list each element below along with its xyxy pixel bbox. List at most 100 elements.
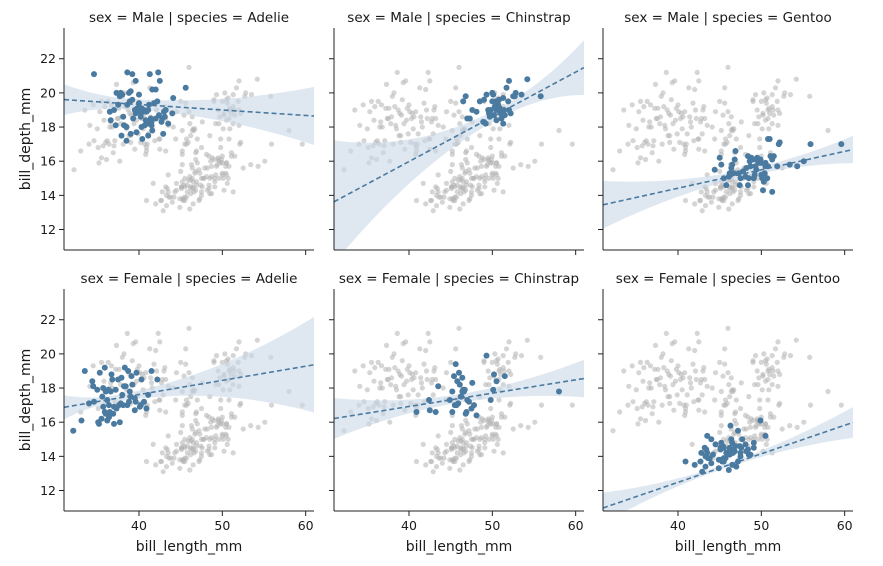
background-point (488, 156, 495, 163)
background-point (418, 114, 424, 120)
background-point (419, 385, 425, 391)
highlight-point (78, 417, 85, 424)
highlight-point (143, 405, 150, 412)
background-point (409, 371, 415, 377)
background-point (538, 141, 545, 147)
background-point (368, 359, 375, 365)
background-point (171, 455, 177, 461)
background-point (153, 368, 160, 374)
background-point (738, 119, 744, 125)
background-point (702, 115, 708, 122)
background-point (443, 180, 450, 186)
highlight-point (449, 409, 456, 415)
background-point (160, 208, 166, 214)
highlight-point (132, 77, 139, 84)
panel-title: sex = Male | species = Adelie (89, 10, 289, 26)
background-point (650, 404, 656, 410)
background-point (691, 138, 697, 144)
background-point (692, 347, 698, 354)
background-point (453, 455, 460, 461)
background-point (218, 156, 225, 163)
background-point (770, 368, 776, 374)
background-point (501, 368, 507, 374)
background-point (209, 416, 215, 422)
highlight-point (109, 376, 116, 383)
background-point (482, 175, 488, 181)
background-point (357, 122, 363, 128)
plot-area (64, 64, 314, 214)
background-point (447, 465, 453, 471)
background-point (690, 361, 696, 367)
highlight-point (91, 71, 97, 78)
background-point (430, 392, 436, 398)
y-tick-label: 16 (40, 415, 56, 430)
background-point (403, 78, 409, 84)
background-point (182, 445, 188, 451)
facet-panel-1: sex = Male | species = Chinstrap (329, 10, 584, 255)
background-point (767, 411, 774, 417)
background-point (108, 363, 115, 369)
highlight-point (118, 374, 125, 381)
background-point (185, 177, 191, 183)
background-point (757, 405, 763, 412)
highlight-point (129, 381, 136, 388)
background-point (699, 208, 705, 214)
background-point (442, 450, 448, 456)
panel-title: sex = Male | species = Chinstrap (347, 10, 570, 26)
background-point (747, 424, 754, 430)
background-point (772, 346, 779, 352)
highlight-point (769, 188, 776, 195)
background-point (157, 136, 163, 142)
panel-title: sex = Female | species = Adelie (81, 271, 298, 287)
background-point (449, 440, 455, 446)
background-point (379, 385, 385, 391)
highlight-point (537, 93, 544, 100)
background-point (194, 160, 200, 166)
background-point (687, 375, 693, 381)
background-point (233, 85, 240, 91)
background-point (179, 162, 185, 168)
background-point (208, 424, 215, 430)
background-point (777, 110, 783, 116)
background-point (394, 69, 400, 75)
background-point (825, 127, 831, 134)
background-point (423, 86, 429, 93)
background-point (737, 144, 744, 151)
background-point (401, 121, 407, 127)
background-point (657, 375, 664, 381)
background-point (453, 346, 459, 352)
background-point (667, 394, 673, 400)
background-point (388, 114, 395, 120)
background-point (696, 407, 702, 413)
background-point (449, 179, 455, 185)
background-point (718, 423, 724, 429)
background-point (114, 115, 120, 122)
background-point (763, 100, 769, 106)
background-point (352, 368, 358, 374)
highlight-point (100, 385, 107, 391)
background-point (717, 168, 723, 174)
background-point (490, 436, 496, 442)
highlight-point (745, 182, 751, 189)
background-point (238, 400, 244, 406)
background-point (681, 402, 687, 408)
background-point (750, 358, 756, 364)
background-point (352, 107, 358, 113)
highlight-point (145, 107, 152, 113)
background-point (425, 69, 431, 75)
background-point (163, 148, 169, 154)
highlight-point (137, 113, 144, 120)
background-point (807, 93, 813, 99)
background-point (399, 358, 405, 364)
highlight-point (89, 378, 96, 385)
background-point (392, 365, 398, 371)
highlight-point (127, 88, 134, 95)
panel-title: sex = Female | species = Gentoo (616, 271, 840, 287)
background-point (443, 370, 450, 376)
background-point (433, 115, 439, 122)
background-point (170, 124, 176, 130)
background-point (368, 98, 375, 104)
background-point (379, 124, 385, 130)
background-point (196, 167, 202, 173)
